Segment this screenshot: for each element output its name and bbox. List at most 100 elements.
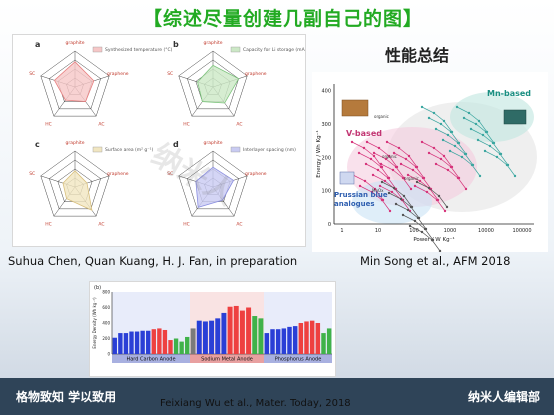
ragone-data-point xyxy=(357,151,361,155)
bar-section-label-bg xyxy=(190,354,264,363)
energy-density-bar xyxy=(146,330,151,354)
ragone-data-point xyxy=(378,184,382,188)
ragone-series-line xyxy=(373,152,405,179)
ragone-data-point xyxy=(386,176,390,180)
energy-density-bar xyxy=(140,330,145,354)
radar-legend-swatch xyxy=(92,46,103,53)
ragone-series-line xyxy=(449,150,481,177)
radar-axis-label: SC xyxy=(29,171,35,177)
ragone-series-line xyxy=(428,117,460,144)
ragone-data-point xyxy=(401,213,405,217)
ragone-data-point xyxy=(467,111,471,115)
radar-data-area xyxy=(197,64,240,104)
ragone-series-line xyxy=(477,139,509,166)
radar-legend-swatch xyxy=(230,46,241,53)
v-based-structure-icon xyxy=(341,99,369,117)
ragone-data-point xyxy=(425,190,429,194)
ragone-data-point xyxy=(391,168,395,172)
radar-grid-ring xyxy=(40,50,110,117)
radar-axis-label: graphene xyxy=(107,71,129,77)
bar-y-tick: 800 xyxy=(102,290,110,295)
ragone-series-line xyxy=(435,163,467,190)
ragone-data-point xyxy=(453,144,457,148)
bar-section-label-bg xyxy=(264,354,332,363)
radar-grid-ring xyxy=(178,150,248,217)
ragone-series-line xyxy=(395,203,427,230)
ragone-data-point xyxy=(505,163,509,167)
energy-density-bar xyxy=(173,338,179,354)
ragone-data-point xyxy=(416,216,420,220)
ragone-data-point xyxy=(476,138,480,142)
ragone-data-point xyxy=(432,146,436,150)
ragone-data-point xyxy=(427,151,431,155)
ragone-series-line xyxy=(421,141,453,168)
ragone-data-point xyxy=(397,146,401,150)
energy-density-bar xyxy=(162,329,168,354)
radar-panel-label: a xyxy=(35,40,40,49)
ragone-data-point xyxy=(446,133,450,137)
radar-legend-text: Capacity for Li storage (mA h g⁻¹) xyxy=(243,47,305,53)
ragone-series-line xyxy=(456,106,488,133)
radar-grid-ring xyxy=(187,159,239,210)
ragone-data-point xyxy=(470,163,474,167)
radar-panel-label: c xyxy=(35,140,40,149)
ragone-series-line xyxy=(388,192,420,219)
ragone-data-point xyxy=(407,154,411,158)
ragone-series-line xyxy=(386,141,418,168)
ragone-data-point xyxy=(413,184,417,188)
radar-grid-ring xyxy=(187,59,239,110)
ragone-data-point xyxy=(371,173,375,177)
energy-density-bar-chart: Hard Carbon Anode Sodium Metal Anode Phosp… xyxy=(89,281,336,377)
radar-axis-label: graphite xyxy=(204,140,223,146)
radar-axis-label: graphene xyxy=(245,71,267,77)
ragone-series-line xyxy=(380,163,412,190)
radar-legend-swatch xyxy=(92,146,103,153)
ragone-data-point xyxy=(399,197,403,201)
ragone-data-point xyxy=(409,205,413,209)
energy-density-bar xyxy=(123,333,129,354)
bar-y-tick: 400 xyxy=(102,321,110,326)
radar-axis-label: graphene xyxy=(107,171,129,177)
citation-right: Min Song et al., AFM 2018 xyxy=(360,254,511,268)
ragone-data-point xyxy=(379,165,383,169)
bar-section-background xyxy=(190,292,264,354)
ragone-data-point xyxy=(387,154,391,158)
v-based-label: V-based xyxy=(346,129,382,138)
ragone-data-point xyxy=(423,227,427,231)
prussian-label-2: analogues xyxy=(334,200,375,208)
ragone-data-point xyxy=(439,122,443,126)
footer-editorial: 纳米人编辑部 xyxy=(467,390,540,404)
ragone-data-point xyxy=(377,146,381,150)
ragone-data-point xyxy=(456,141,460,145)
ragone-data-point xyxy=(491,141,495,145)
ragone-data-point xyxy=(421,176,425,180)
radar-legend-swatch xyxy=(230,146,241,153)
footer-slogan: 格物致知 学以致用 xyxy=(16,390,117,404)
bar-section-label: Sodium Metal Anode xyxy=(201,357,253,363)
energy-density-bar xyxy=(134,331,140,354)
x-tick-label: 1 xyxy=(340,228,343,234)
y-tick-label: 300 xyxy=(321,122,331,128)
ragone-data-point xyxy=(383,179,387,183)
radar-axis-label: SC xyxy=(167,71,173,77)
energy-density-bar xyxy=(252,316,258,354)
ragone-data-point xyxy=(437,194,441,198)
ragone-data-point xyxy=(408,209,412,213)
ragone-data-point xyxy=(418,179,422,183)
radar-panel-label: d xyxy=(173,140,179,149)
ragone-series-line xyxy=(484,150,516,177)
radar-legend-text: Surface area (m² g⁻¹) xyxy=(105,147,153,153)
bar-section-background xyxy=(112,292,190,354)
ragone-data-point xyxy=(406,208,410,212)
ragone-data-point xyxy=(434,127,438,131)
ragone-series-line xyxy=(359,185,391,212)
page-title: 【综述尽量创建几副自己的图】 xyxy=(142,8,423,30)
radar-charts-panel: graphite graphene AC HC SC a Synthesized tempe… xyxy=(12,34,319,247)
energy-density-bar xyxy=(258,318,264,354)
radar-axis-label: HC xyxy=(183,221,190,227)
ragone-plot-panel: 0 100 200 300 400 1 10 100 1000 10000 100000 Power … xyxy=(312,72,548,253)
prussian-label: Prussian blue xyxy=(334,191,388,199)
radar-axis-label: graphite xyxy=(204,40,223,46)
ragone-data-point xyxy=(427,116,431,120)
